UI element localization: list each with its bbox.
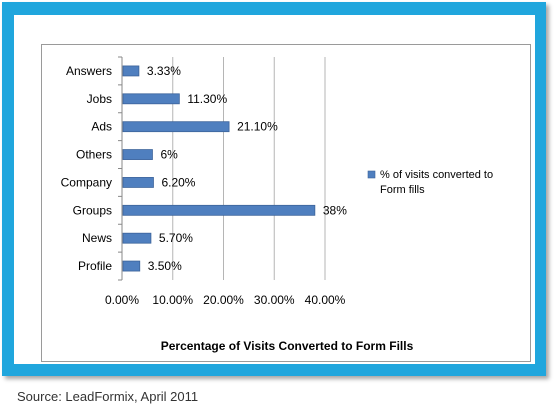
category-label: Groups	[73, 203, 112, 217]
legend-swatch	[367, 170, 376, 179]
data-label: 38%	[323, 203, 347, 217]
bar-news	[122, 232, 152, 244]
x-tick-label: 10.00%	[152, 293, 193, 307]
bar-chart: 0.00% 10.00% 20.00% 30.00% 40.00% Answers 3.33…	[61, 56, 493, 353]
legend-label-line2: Form fills	[380, 184, 425, 196]
data-label: 3.50%	[148, 259, 182, 273]
chart-area: 0.00% 10.00% 20.00% 30.00% 40.00% Answers 3.33…	[41, 44, 531, 362]
x-tick-label: 40.00%	[305, 293, 346, 307]
x-tick-label: 20.00%	[203, 293, 244, 307]
category-label: News	[82, 231, 112, 245]
data-label: 6%	[160, 148, 178, 162]
bar-groups	[122, 204, 316, 216]
data-label: 5.70%	[159, 231, 193, 245]
category-label: Answers	[66, 64, 112, 78]
category-label: Profile	[78, 259, 112, 273]
category-label: Others	[76, 148, 112, 162]
bar-others	[122, 149, 153, 160]
category-label: Ads	[91, 120, 112, 134]
category-label: Company	[61, 175, 112, 189]
bar-profile	[122, 260, 141, 272]
category-label: Jobs	[87, 92, 112, 106]
chart-title: Percentage of Visits Converted to Form F…	[161, 339, 414, 353]
data-label: 6.20%	[161, 175, 195, 189]
source-note: Source: LeadFormix, April 2011	[17, 389, 199, 404]
bar-jobs	[122, 93, 180, 105]
bar-company	[122, 177, 154, 188]
bar-ads	[122, 121, 230, 133]
x-tick-label: 0.00%	[105, 293, 139, 307]
bar-answers	[122, 65, 140, 77]
legend-label-line1: % of visits converted to	[380, 169, 493, 181]
data-label: 21.10%	[237, 120, 278, 134]
data-label: 3.33%	[147, 64, 181, 78]
x-tick-label: 30.00%	[254, 293, 295, 307]
data-label: 11.30%	[187, 92, 227, 106]
